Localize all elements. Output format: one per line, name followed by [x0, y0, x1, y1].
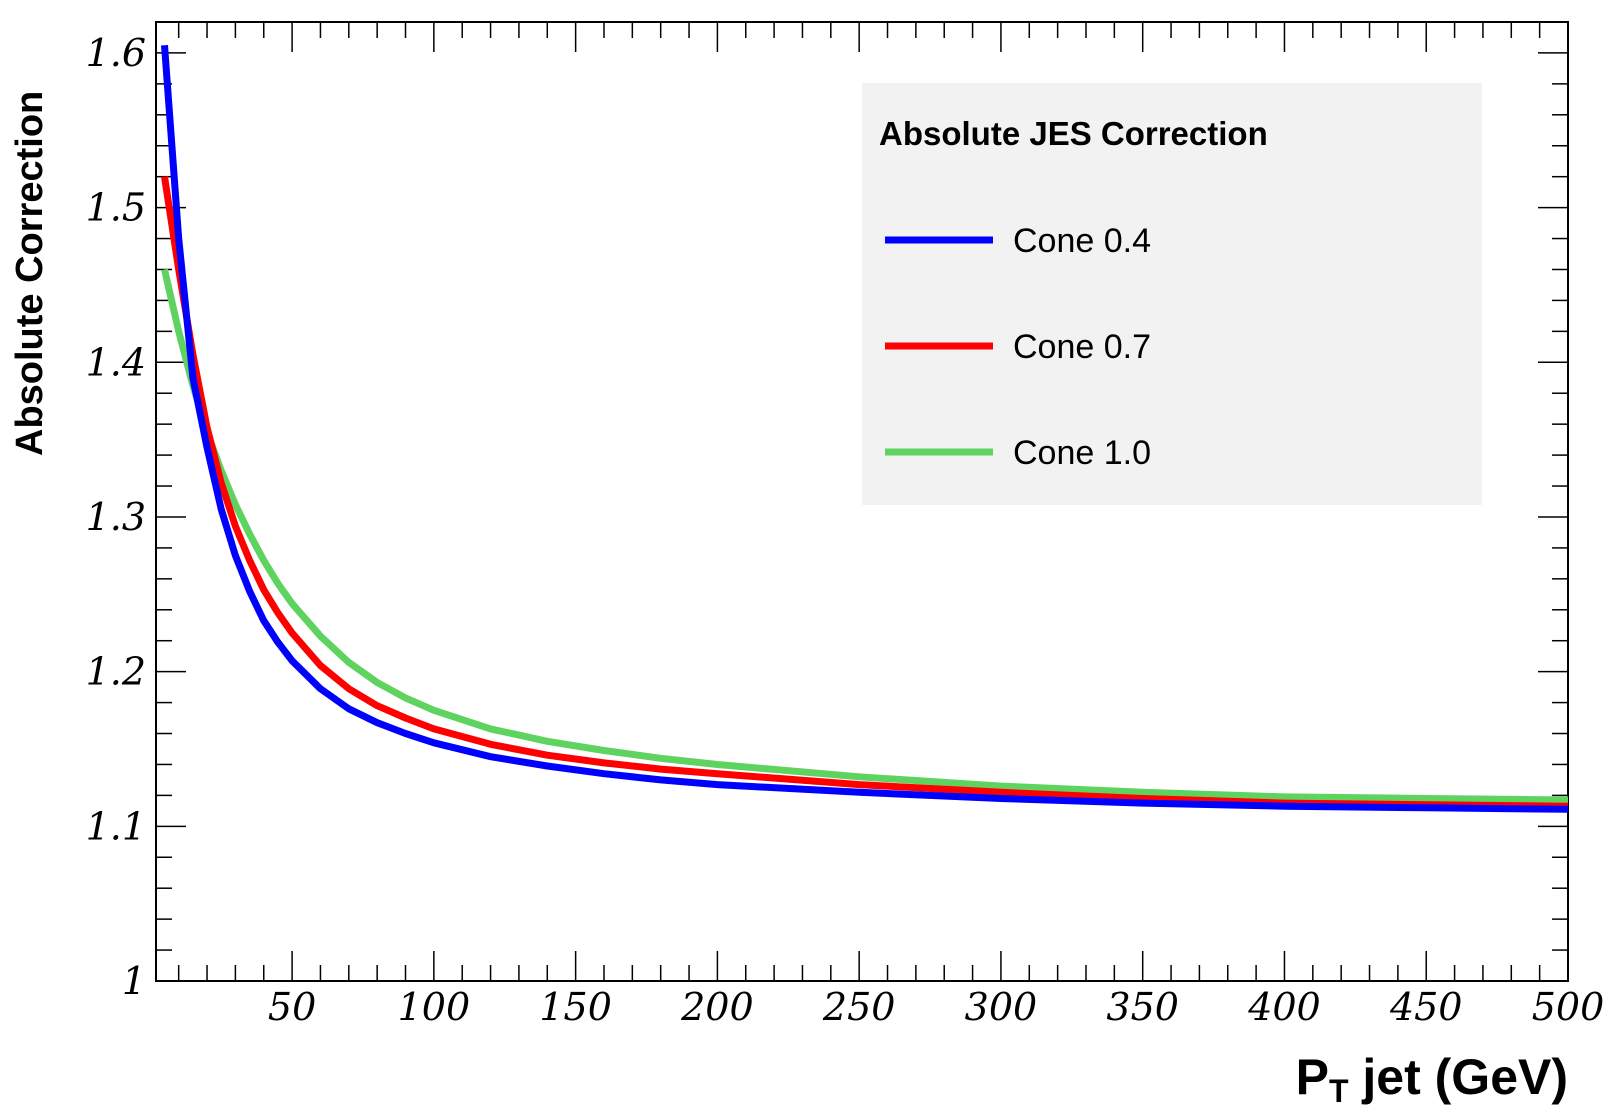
x-tick-label: 300 [965, 985, 1038, 1029]
legend-box [862, 83, 1482, 505]
series-line-cone-1-0 [161, 268, 1569, 804]
axis-ticks [156, 21, 1569, 982]
plot-frame [155, 21, 1569, 982]
legend-title: Absolute JES Correction [879, 115, 1268, 152]
x-tick-label: 500 [1532, 985, 1605, 1029]
y-tick-label: 1.3 [86, 495, 146, 539]
x-tick-label: 150 [539, 985, 612, 1029]
legend-entries: Cone 0.4 Cone 0.7 Cone 1.0 [885, 222, 1151, 472]
x-tick-label: 50 [268, 985, 316, 1029]
x-tick-label: 100 [398, 985, 471, 1029]
y-tick-label: 1.4 [86, 340, 146, 384]
x-axis-title-rest: jet (GeV) [1349, 1049, 1568, 1105]
x-axis-title: PT jet (GeV) [1296, 1049, 1568, 1109]
series-line-cone-0-4 [161, 44, 1569, 813]
series-lines [161, 44, 1569, 813]
y-tick-label: 1.1 [86, 804, 146, 848]
x-tick-label: 350 [1106, 985, 1179, 1029]
y-axis-title: Absolute Correction [9, 91, 51, 456]
x-tick-label: 250 [822, 985, 896, 1029]
legend-label: Cone 0.4 [1013, 222, 1151, 260]
x-tick-label: 450 [1389, 985, 1463, 1029]
legend-label: Cone 0.7 [1013, 328, 1151, 366]
plot-frame-group [155, 21, 1569, 982]
y-tick-label: 1.2 [86, 650, 146, 694]
x-tick-label: 400 [1247, 985, 1321, 1029]
axis-tick-labels: 50 100 150 200 250 300 350 400 450 500 1 1.1 1.2 1.3 1… [86, 31, 1605, 1029]
legend-label: Cone 1.0 [1013, 434, 1151, 472]
y-tick-label: 1.6 [86, 31, 146, 75]
x-axis-title-subscript: T [1329, 1073, 1349, 1109]
x-tick-label: 200 [680, 985, 754, 1029]
series-line-cone-0-7 [161, 176, 1569, 810]
y-tick-label: 1.5 [86, 186, 146, 230]
legend: Absolute JES Correction Cone 0.4 Cone 0.7… [862, 83, 1482, 505]
x-axis-title-main: P [1296, 1049, 1329, 1105]
y-tick-label: 1 [122, 959, 146, 1003]
